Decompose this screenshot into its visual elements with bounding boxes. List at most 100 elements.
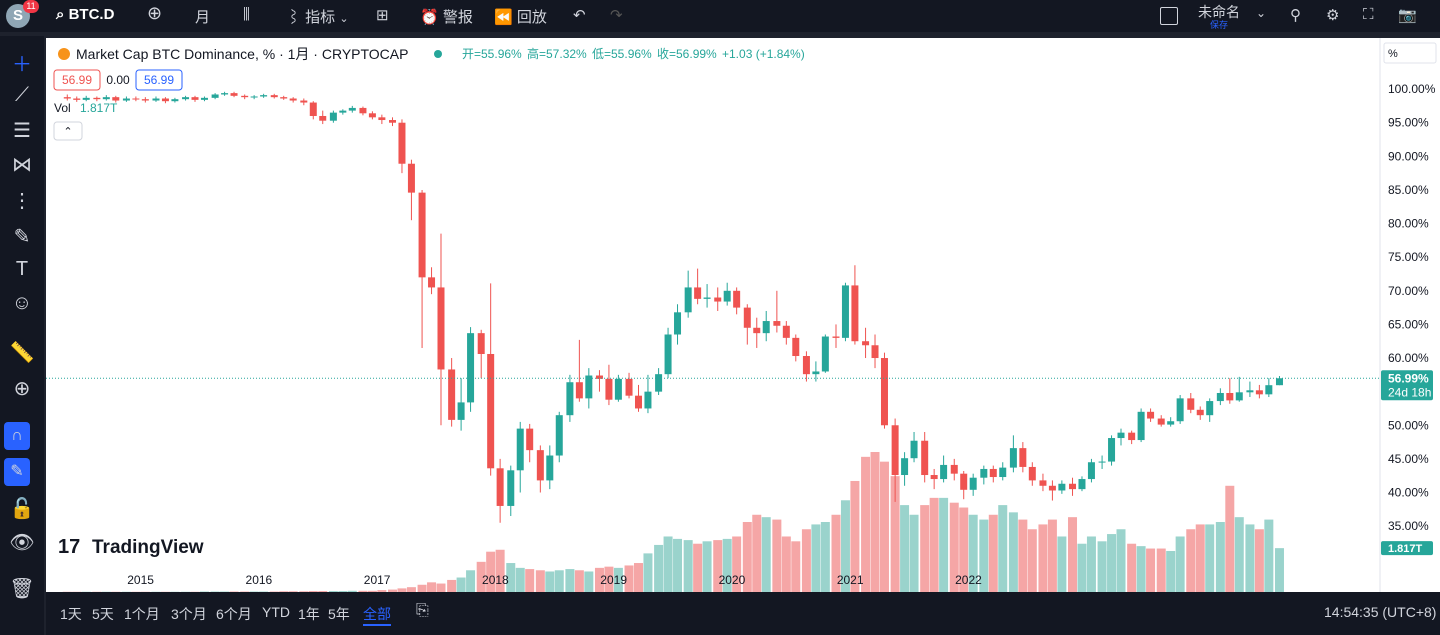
spread: 0.00 <box>106 73 130 87</box>
y-tick-label: 50.00% <box>1388 418 1429 432</box>
layout-name[interactable]: 未命名 <box>1198 4 1240 20</box>
candle-body <box>969 477 977 490</box>
range-button[interactable]: 1年 <box>298 606 320 622</box>
interval-button[interactable]: 月 <box>195 9 211 26</box>
market-status-dot <box>434 50 442 58</box>
collapse-button[interactable] <box>53 121 83 141</box>
chart-type-button[interactable]: ⫼ <box>243 6 250 23</box>
range-button[interactable]: 全部 <box>363 604 391 626</box>
fullscreen-button[interactable]: ⛶ <box>1363 6 1374 23</box>
candle-body <box>832 336 840 338</box>
candle-body <box>418 192 426 278</box>
candle-body <box>921 440 929 476</box>
volume-bar <box>1146 548 1156 592</box>
top-toolbar: S 11 ⌕ BTC.D ⊕ 月 ⫼ ⌇ 指标 ⌄ ⊞ ⏰ 警报 ⏪ 回放 ↶ … <box>0 0 1440 32</box>
layouts-button[interactable]: ⊞ <box>376 7 389 24</box>
candle-body <box>1235 392 1243 401</box>
crosshair-tool[interactable]: ＋ <box>12 54 32 76</box>
candle-body <box>230 93 238 96</box>
lock-tool[interactable]: 🔓 <box>9 498 35 520</box>
volume-bar <box>663 536 673 592</box>
range-button[interactable]: YTD <box>262 604 290 620</box>
candle-body <box>782 325 790 338</box>
fullscreen-layout-button[interactable] <box>1160 7 1178 25</box>
chart-background <box>46 38 1440 592</box>
candle-body <box>605 378 613 400</box>
legend-change: +1.03 (+1.84%) <box>722 47 805 61</box>
unit-box[interactable] <box>1383 42 1437 64</box>
volume-bar <box>1166 550 1176 592</box>
brush-tool[interactable]: ✎ <box>13 226 31 248</box>
range-button[interactable]: 6个月 <box>216 606 252 622</box>
pattern-tool[interactable]: ⋈ <box>12 154 32 176</box>
date-range-button[interactable]: ⎘ <box>416 602 429 619</box>
volume-bar <box>1205 524 1215 592</box>
volume-bar <box>1116 529 1126 592</box>
indicators-label: 指标 <box>305 9 336 26</box>
candle-body <box>753 327 761 334</box>
range-button[interactable]: 1天 <box>60 606 82 622</box>
buy-price: 56.99 <box>144 73 174 87</box>
sell-box[interactable] <box>53 69 101 91</box>
candle-body <box>191 97 199 100</box>
y-tick-label: 60.00% <box>1388 351 1429 365</box>
drawing-toolbar: ＋ ⟋ ☰ ⋈ ⋮ ✎ T ☺ 📏 ⊕ ∩ ✎ 🔓 👁 🗑 <box>0 36 44 635</box>
candle-body <box>289 98 297 101</box>
candle-body <box>1117 432 1125 439</box>
compare-button[interactable]: ⊕ <box>147 3 163 23</box>
candle-body <box>1078 479 1086 490</box>
settings-button[interactable]: ⚙ <box>1326 7 1340 24</box>
redo-button[interactable]: ↷ <box>610 7 623 24</box>
hide-tool[interactable]: 👁 <box>9 532 35 554</box>
magnet-tool[interactable]: ∩ <box>4 422 30 450</box>
quick-search[interactable]: ⚲ <box>1290 7 1301 24</box>
volume-bar <box>781 536 791 592</box>
replay-button[interactable]: ⏪ 回放 <box>494 9 547 26</box>
indicators-button[interactable]: ⌇ 指标 ⌄ <box>286 9 349 26</box>
candle-body <box>270 95 278 98</box>
delete-tool[interactable]: 🗑 <box>9 578 35 600</box>
forecast-tool[interactable]: ⋮ <box>12 190 32 212</box>
text-tool[interactable]: T <box>15 258 29 280</box>
volume-bar <box>831 514 841 592</box>
range-button[interactable]: 3个月 <box>171 606 207 622</box>
trendline-tool[interactable]: ⟋ <box>15 84 29 106</box>
emoji-tool[interactable]: ☺ <box>11 292 33 314</box>
candle-body <box>152 98 160 101</box>
candle-body <box>516 428 524 471</box>
candle-body <box>200 97 208 100</box>
snapshot-button[interactable]: 📷 <box>1398 7 1417 24</box>
candle-body <box>389 120 397 123</box>
volume-bar <box>1127 543 1137 592</box>
range-button[interactable]: 5天 <box>92 606 114 622</box>
candle-body <box>1157 418 1165 425</box>
fib-tool[interactable]: ☰ <box>13 120 31 142</box>
layout-menu[interactable]: ⌄ <box>1256 6 1267 20</box>
volume-bar <box>347 590 357 592</box>
candle-body <box>82 97 90 100</box>
volume-bar <box>840 500 850 592</box>
candle-body <box>989 468 997 478</box>
volume-bar <box>1225 485 1235 592</box>
volume-bar <box>772 519 782 592</box>
symbol-search[interactable]: ⌕ BTC.D <box>56 6 115 23</box>
collapse-icon: ⌃ <box>63 126 72 138</box>
candle-body <box>821 336 829 372</box>
legend-open: 开=55.96% <box>462 47 522 61</box>
volume-bar <box>377 590 387 592</box>
volume-bar <box>900 505 910 592</box>
candle-body <box>182 97 190 100</box>
candle-body <box>1196 409 1204 416</box>
volume-bar <box>279 591 289 592</box>
stay-drawing-tool[interactable]: ✎ <box>4 458 30 486</box>
undo-button[interactable]: ↶ <box>573 7 586 24</box>
ruler-tool[interactable]: 📏 <box>9 342 35 364</box>
y-tick-label: 65.00% <box>1388 317 1429 331</box>
candle-body <box>851 285 859 342</box>
range-button[interactable]: 5年 <box>328 606 350 622</box>
range-button[interactable]: 1个月 <box>124 606 160 622</box>
volume-bar <box>545 571 555 592</box>
buy-box[interactable] <box>135 69 183 91</box>
zoom-tool[interactable]: ⊕ <box>13 378 31 400</box>
alerts-button[interactable]: ⏰ 警报 <box>420 9 473 26</box>
